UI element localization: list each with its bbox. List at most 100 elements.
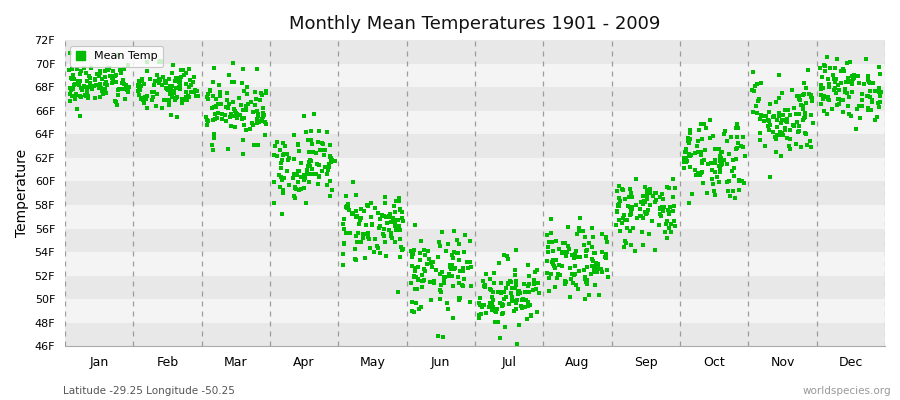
- Point: [83, 80, 97, 86]
- Point: [175, 95, 189, 102]
- Point: [242, 126, 256, 132]
- Point: [327, 157, 341, 164]
- Point: [482, 275, 497, 282]
- Point: [713, 163, 727, 170]
- Point: [691, 138, 706, 144]
- Point: [727, 194, 742, 201]
- Point: [495, 300, 509, 307]
- Point: [298, 175, 312, 182]
- Point: [300, 166, 314, 173]
- Point: [530, 267, 544, 273]
- Point: [64, 87, 78, 93]
- Point: [532, 290, 546, 296]
- Point: [706, 181, 720, 187]
- Point: [652, 194, 667, 200]
- Point: [864, 107, 878, 114]
- Point: [140, 93, 154, 100]
- Point: [472, 315, 486, 321]
- Point: [771, 113, 786, 119]
- Point: [302, 149, 317, 156]
- Point: [735, 144, 750, 150]
- Point: [106, 67, 121, 74]
- Point: [521, 283, 535, 289]
- Point: [356, 208, 371, 214]
- Point: [706, 166, 720, 173]
- Point: [371, 245, 385, 252]
- Point: [395, 246, 410, 252]
- Point: [496, 310, 510, 316]
- Point: [212, 82, 226, 88]
- Point: [132, 84, 147, 90]
- Point: [575, 227, 590, 234]
- Point: [526, 281, 541, 287]
- Point: [132, 86, 147, 93]
- Point: [349, 233, 364, 239]
- Point: [717, 128, 732, 134]
- Point: [267, 200, 282, 206]
- Point: [73, 71, 87, 77]
- Point: [236, 137, 250, 143]
- Point: [360, 230, 374, 237]
- Point: [776, 132, 790, 138]
- Point: [682, 200, 697, 207]
- Point: [715, 149, 729, 156]
- Point: [662, 209, 676, 215]
- Point: [272, 172, 286, 178]
- Point: [860, 93, 875, 100]
- Point: [506, 298, 520, 304]
- Point: [772, 95, 787, 101]
- Point: [475, 303, 490, 310]
- Point: [512, 288, 526, 294]
- Point: [611, 202, 625, 209]
- Point: [131, 79, 146, 85]
- Point: [636, 201, 651, 208]
- Point: [472, 302, 487, 309]
- Point: [665, 176, 680, 182]
- Point: [775, 130, 789, 136]
- Point: [638, 208, 652, 215]
- Point: [413, 257, 428, 263]
- Point: [814, 86, 829, 92]
- Point: [318, 164, 332, 170]
- Point: [782, 142, 796, 149]
- Point: [589, 260, 603, 267]
- Point: [725, 188, 740, 195]
- Point: [376, 231, 391, 237]
- Point: [638, 211, 652, 218]
- Point: [484, 307, 499, 314]
- Point: [215, 110, 230, 117]
- Point: [188, 87, 202, 93]
- Point: [654, 205, 669, 212]
- Point: [405, 253, 419, 260]
- Point: [305, 141, 320, 147]
- Point: [683, 153, 698, 159]
- Point: [322, 161, 337, 168]
- Point: [66, 72, 80, 78]
- Point: [493, 300, 508, 306]
- Point: [724, 134, 738, 140]
- Point: [486, 304, 500, 310]
- Point: [636, 242, 651, 248]
- Point: [770, 132, 784, 138]
- Point: [568, 251, 582, 257]
- Point: [341, 201, 356, 207]
- Point: [591, 260, 606, 267]
- Point: [836, 66, 850, 72]
- Point: [280, 151, 294, 157]
- Point: [683, 136, 698, 142]
- Point: [364, 244, 378, 251]
- Point: [849, 126, 863, 133]
- Point: [310, 181, 325, 187]
- Point: [510, 296, 525, 303]
- Point: [634, 229, 649, 236]
- Point: [750, 109, 764, 116]
- Point: [694, 152, 708, 158]
- Point: [487, 270, 501, 276]
- Point: [64, 74, 78, 81]
- Point: [803, 138, 817, 144]
- Point: [636, 215, 651, 221]
- Point: [636, 193, 651, 199]
- Point: [619, 240, 634, 246]
- Point: [580, 280, 594, 287]
- Point: [68, 91, 83, 97]
